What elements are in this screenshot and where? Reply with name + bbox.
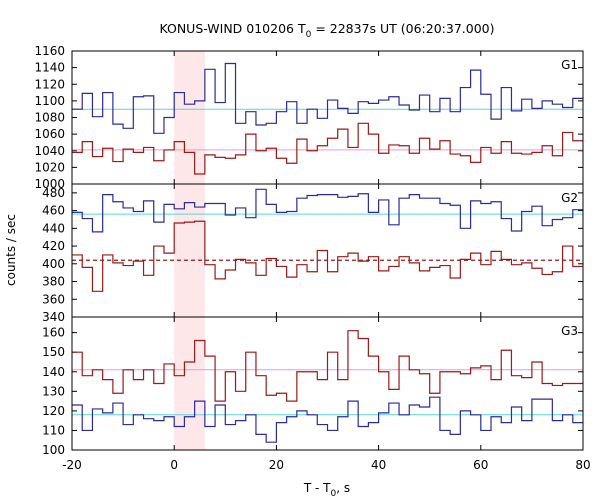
y-tick-label: 120 <box>42 404 65 418</box>
y-tick-label: 400 <box>42 257 65 271</box>
series-g3-a-line <box>72 330 583 402</box>
chart-title: KONUS-WIND 010206 T0 = 22837s UT (06:20:… <box>159 21 494 40</box>
x-axis-label-subscript: 0 <box>331 489 337 499</box>
panel-g3: 100 110 120 130 140 150 160 G3 <box>42 316 584 457</box>
x-tick-label: -20 <box>62 458 82 472</box>
y-tick-label: 1160 <box>34 44 65 58</box>
y-tick-label: 420 <box>42 239 65 253</box>
y-tick-label: 360 <box>42 292 65 306</box>
chart-title-subscript: 0 <box>306 30 312 40</box>
panel-g2: 340 360 380 400 420 440 460 480 G2 <box>42 183 584 324</box>
x-axis-label: T - T0, s <box>303 481 350 499</box>
series-g2-b-line <box>72 220 583 292</box>
y-tick-label: 440 <box>42 221 65 235</box>
y-tick-label: 1080 <box>34 111 65 125</box>
panel-frame <box>71 316 584 451</box>
x-tick-label: 40 <box>371 458 386 472</box>
y-tick-label: 160 <box>42 326 65 340</box>
x-axis-label-main: T - T <box>303 481 331 495</box>
highlight-interval <box>174 51 205 450</box>
y-tick-label: 480 <box>42 186 65 200</box>
x-tick-label: 20 <box>269 458 284 472</box>
y-tick-label: 150 <box>42 345 65 359</box>
y-tick-label: 1140 <box>34 61 65 75</box>
y-tick-label: 1060 <box>34 127 65 141</box>
x-tick-label: 80 <box>575 458 590 472</box>
x-axis-label-rest: , s <box>336 481 350 495</box>
panel-g1: 1000 1020 1040 1060 1080 1100 1120 1140 1160 G1 <box>34 44 584 191</box>
y-axis-label: counts / sec <box>4 214 18 286</box>
series-g2-a-line <box>72 188 583 233</box>
y-tick-label: 1040 <box>34 144 65 158</box>
y-tick-label: 100 <box>42 443 65 457</box>
y-tick-label: 1100 <box>34 94 65 108</box>
series-g3-b-line <box>72 396 583 443</box>
panel-label: G3 <box>561 324 578 338</box>
panel-label: G2 <box>561 191 578 205</box>
y-tick-label: 340 <box>42 310 65 324</box>
series-g1-a-line <box>72 62 583 134</box>
x-tick-label: 0 <box>170 458 178 472</box>
panel-label: G1 <box>561 58 578 72</box>
y-tick-label: 110 <box>42 423 65 437</box>
chart-title-main: KONUS-WIND 010206 T <box>159 21 305 36</box>
series-g1-b-line <box>72 122 583 175</box>
y-tick-label: 140 <box>42 365 65 379</box>
y-tick-label: 460 <box>42 204 65 218</box>
y-tick-label: 1000 <box>34 177 65 191</box>
y-tick-label: 1020 <box>34 160 65 174</box>
x-tick-label: 60 <box>473 458 488 472</box>
plot-area: 100010201040106010801100112011401160G134… <box>34 44 590 472</box>
y-tick-label: 130 <box>42 384 65 398</box>
y-tick-label: 380 <box>42 275 65 289</box>
y-tick-label: 1120 <box>34 77 65 91</box>
chart-title-rest: = 22837s UT (06:20:37.000) <box>311 21 494 36</box>
